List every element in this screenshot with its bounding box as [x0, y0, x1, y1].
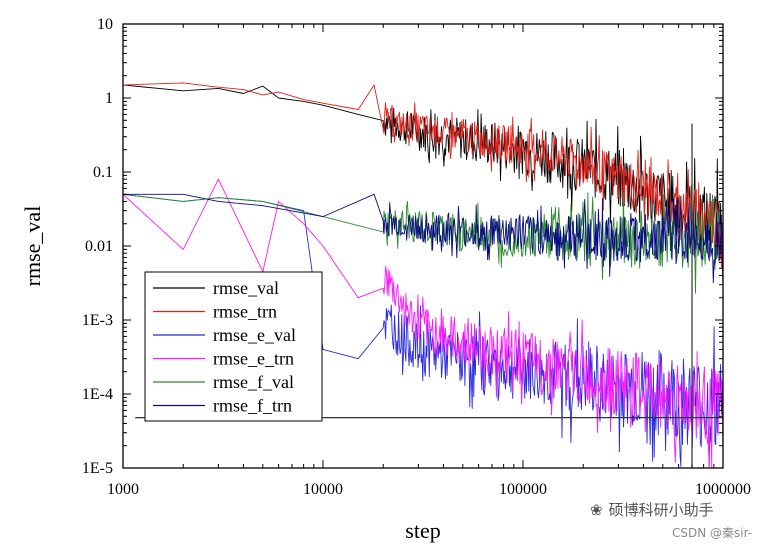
legend-entry: rmse_f_val — [213, 372, 294, 392]
x-axis: 1000 10000 100000 1000000 — [107, 24, 751, 498]
wechat-icon: ❀ — [590, 501, 603, 519]
watermark-brand-text: 硕博科研小助手 — [608, 501, 714, 519]
y-tick-label: 1 — [105, 90, 113, 107]
watermark-brand: ❀ 硕博科研小助手 — [590, 499, 714, 520]
y-tick-label: 1E-3 — [82, 312, 113, 329]
y-axis-label: rmse_val — [20, 206, 45, 287]
y-tick-label: 10 — [97, 16, 113, 33]
watermark-source: CSDN @秦sir- — [672, 526, 753, 540]
legend-entry: rmse_e_trn — [213, 349, 294, 369]
x-axis-label: step — [405, 518, 440, 543]
x-tick-label: 10000 — [303, 481, 343, 498]
series-line-rmse-e-trn — [122, 178, 724, 469]
x-tick-label: 1000 — [107, 481, 139, 498]
y-axis: 1E-5 1E-4 1E-3 0.01 0.1 1 10 — [82, 16, 723, 477]
series-layer — [122, 82, 724, 469]
legend-entry: rmse_f_trn — [213, 396, 292, 416]
legend-entry: rmse_trn — [213, 302, 277, 322]
y-tick-label: 0.01 — [85, 238, 113, 255]
y-tick-label: 1E-4 — [82, 386, 113, 403]
legend-box — [144, 271, 323, 422]
legend: rmse_val rmse_trn rmse_e_val rmse_e_trnrmse… — [144, 271, 323, 422]
legend-entry: rmse_e_val — [213, 325, 296, 345]
y-tick-label: 0.1 — [93, 164, 113, 181]
x-tick-label: 100000 — [499, 481, 547, 498]
x-tick-label: 1000000 — [695, 481, 751, 498]
legend-entry: rmse_val — [213, 278, 279, 298]
series-line-rmse-f-trn — [123, 193, 724, 287]
y-tick-label: 1E-5 — [82, 460, 113, 477]
